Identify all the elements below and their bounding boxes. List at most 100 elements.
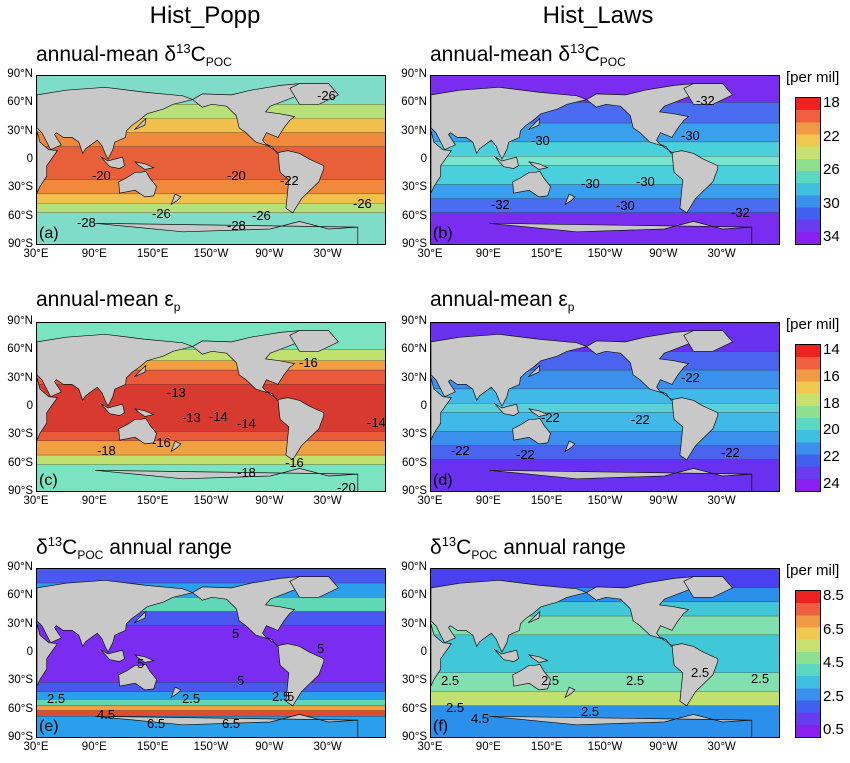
map-field — [37, 76, 385, 244]
lat-tick-label: 90°N — [401, 561, 427, 573]
land-mass — [671, 643, 719, 707]
panel-title-part: annual-mean ε — [430, 288, 568, 311]
lat-tick-label: 90°N — [401, 315, 427, 327]
colorbar-tick-label: 20 — [823, 421, 840, 439]
lon-tick-label: 90°E — [475, 741, 501, 753]
colorbar-tick-label: 24 — [823, 475, 840, 492]
lon-tick-label: 150°W — [587, 495, 623, 507]
lon-tick-label: 30°E — [23, 248, 49, 260]
lat-tick-label: 30°S — [401, 674, 427, 687]
contour-label: -28 — [77, 215, 96, 230]
lon-tick-label: 90°W — [255, 248, 284, 260]
map-a: -26 -20 -20 -22 -26 -28 -28 -26 -26 (a) — [36, 75, 386, 245]
lon-tick-label: 30°E — [23, 495, 49, 507]
land-mass — [493, 649, 519, 662]
colorbar-tick-label: 14 — [823, 341, 840, 358]
field-band — [431, 403, 779, 413]
lon-tick-label: 30°W — [707, 495, 736, 507]
field-band — [37, 441, 385, 456]
lat-tick-label: 60°S — [7, 702, 33, 715]
panel-title-part: 13 — [47, 534, 63, 549]
lat-tick-label: 0 — [26, 400, 33, 412]
lon-tick-label: 30°E — [417, 248, 443, 260]
colorbar-tick-label: 18 — [823, 94, 840, 111]
field-band — [37, 179, 385, 195]
lon-tick-label: 90°E — [475, 495, 501, 507]
lon-tick-label: 90°E — [81, 741, 107, 753]
contour-label: -22 — [280, 173, 299, 188]
colorbar-tick-label: 22 — [823, 448, 840, 466]
field-band — [431, 165, 779, 185]
lat-tick-label: 90°N — [7, 561, 33, 573]
lat-tick-label: 60°N — [401, 96, 427, 109]
contour-label: -26 — [152, 206, 171, 221]
colorbar-unit: [per mil] — [786, 69, 840, 86]
colorbar-tick-label: 22 — [823, 127, 840, 145]
field-band — [37, 682, 385, 692]
panel-title-part: POC — [77, 548, 104, 563]
contour-label: -30 — [616, 198, 635, 213]
land-mass — [528, 654, 549, 663]
colorbar-tick-label: 8.5 — [823, 587, 844, 604]
contour-label: -20 — [92, 168, 111, 183]
land-mass — [133, 610, 147, 624]
panel-title-part: δ — [430, 536, 442, 559]
land-mass — [118, 171, 157, 198]
field-band — [431, 184, 779, 199]
colorbar-tick-label: 34 — [823, 228, 840, 245]
contour-label: 2.5 — [691, 665, 710, 680]
lon-tick-label: 90°E — [81, 248, 107, 260]
contour-label: 2.5 — [441, 673, 460, 688]
panel-title-part: p — [173, 300, 181, 315]
lat-tick-label: 90°N — [7, 68, 33, 80]
column-title-hist-popp: Hist_Popp — [149, 2, 261, 29]
lat-tick-label: 30°N — [401, 371, 427, 384]
land-mass — [527, 117, 541, 131]
field-band — [37, 569, 385, 584]
lon-tick-label: 30°W — [313, 248, 342, 260]
contour-label: -30 — [581, 176, 600, 191]
colorbar — [795, 97, 821, 245]
lat-tick-label: 30°S — [401, 181, 427, 194]
lat-tick-label: 60°N — [7, 589, 33, 602]
land-mass — [564, 193, 576, 206]
contour-label: -18 — [97, 443, 116, 458]
panel-title: annual-mean εp — [36, 288, 180, 314]
map-field — [37, 323, 385, 491]
land-mass — [99, 403, 125, 416]
panel-title-part: annual-mean ε — [36, 288, 174, 311]
lon-tick-label: 30°E — [417, 495, 443, 507]
field-band — [37, 464, 385, 491]
lat-tick-label: 0 — [420, 153, 427, 165]
land-mass — [170, 686, 182, 699]
map-c: -13 -16 -13 -14 -14 -18 -16 -18 -16 -14 -20 (c) — [36, 322, 386, 492]
field-band — [431, 431, 779, 446]
map-e: 5 5 5 5 2.5 2.5 2.5 4.5 6.5 6.5 5 (e) — [36, 568, 386, 738]
contour-label: -26 — [353, 196, 372, 211]
panel-title-part: C — [584, 43, 600, 66]
field-band — [37, 710, 385, 717]
lon-tick-label: 30°E — [23, 741, 49, 753]
lon-tick-label: 150°E — [530, 248, 563, 260]
panel-title: δ13CPOC annual range — [36, 534, 232, 562]
lon-tick-label: 150°W — [193, 248, 229, 260]
contour-label: 4.5 — [97, 707, 116, 722]
field-band — [431, 412, 779, 432]
panel-letter: (c) — [39, 472, 58, 489]
lon-tick-label: 90°W — [649, 495, 678, 507]
lat-tick-label: 30°N — [401, 124, 427, 137]
land-mass — [489, 714, 753, 737]
contour-label: 2.5 — [541, 673, 560, 688]
land-mass — [95, 221, 359, 244]
contour-label: -16 — [299, 355, 318, 370]
land-mass — [493, 403, 519, 416]
land-mass — [118, 664, 157, 691]
contour-label: 5 — [237, 673, 245, 688]
colorbar-tick-label: 6.5 — [823, 620, 844, 638]
colorbar-tick-label: 4.5 — [823, 654, 844, 671]
lat-tick-label: 60°S — [401, 209, 427, 222]
contour-label: -26 — [317, 88, 336, 103]
panel-letter: (d) — [433, 472, 453, 489]
map-d: -22 -22 -22 -22 -22 -22 (d) — [430, 322, 780, 492]
contour-label: -30 — [531, 133, 550, 148]
